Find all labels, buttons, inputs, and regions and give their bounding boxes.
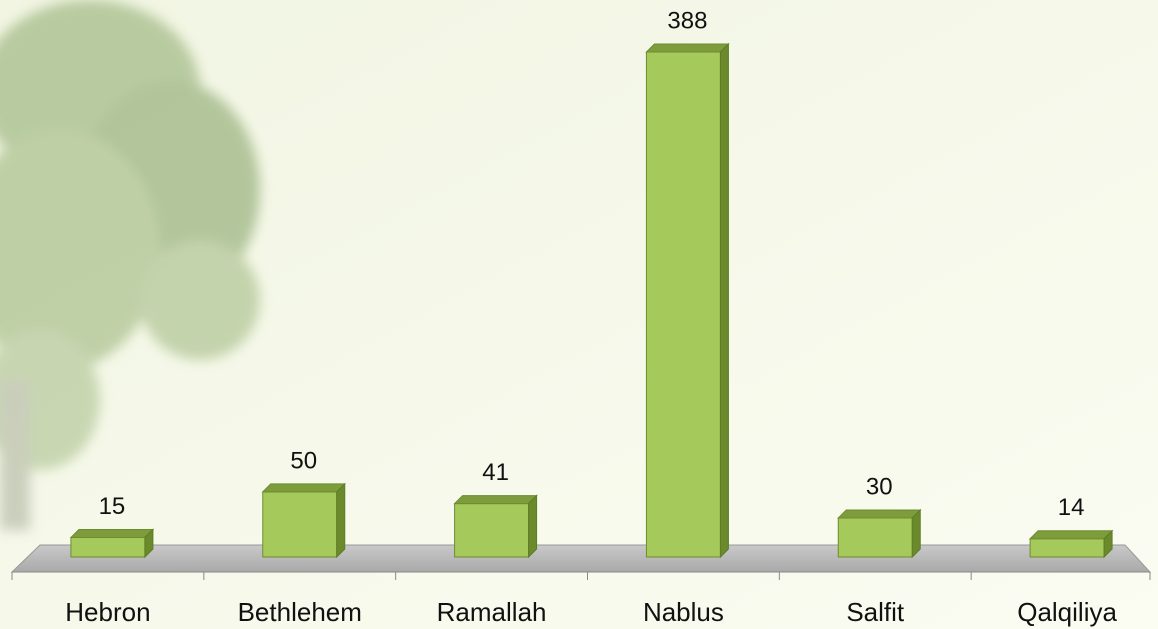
bar	[838, 518, 912, 557]
value-label: 14	[1058, 494, 1085, 521]
bar-side	[337, 484, 345, 557]
floor	[12, 545, 1150, 572]
value-label: 388	[667, 7, 707, 34]
chart: Hebron 15 Bethlehem 50 Ramallah 41 Nablus 388 Sa…	[0, 0, 1158, 629]
x-tick-label: Hebron	[65, 597, 150, 627]
bar-side	[720, 44, 728, 557]
bar-top	[455, 496, 537, 504]
bar-top	[263, 484, 345, 492]
bar-top	[646, 44, 728, 52]
value-label: 50	[290, 447, 317, 474]
x-tick-label: Ramallah	[437, 597, 547, 627]
x-tick-label: Bethlehem	[238, 597, 362, 627]
bar	[1030, 539, 1104, 557]
x-tick-label: Qalqiliya	[1017, 597, 1117, 627]
bar-side	[529, 496, 537, 557]
bar	[263, 492, 337, 557]
x-tick-label: Salfit	[846, 597, 905, 627]
value-label: 15	[99, 493, 126, 520]
bar	[455, 504, 529, 557]
bar-side	[912, 510, 920, 557]
bar	[71, 537, 145, 557]
bar	[646, 52, 720, 557]
x-tick-label: Nablus	[643, 597, 724, 627]
value-label: 30	[866, 473, 893, 500]
page: {"chart_data": {"type": "bar", "categori…	[0, 0, 1158, 629]
bar-top	[71, 529, 153, 537]
bar-top	[838, 510, 920, 518]
bar-top	[1030, 531, 1112, 539]
value-label: 41	[482, 459, 509, 486]
